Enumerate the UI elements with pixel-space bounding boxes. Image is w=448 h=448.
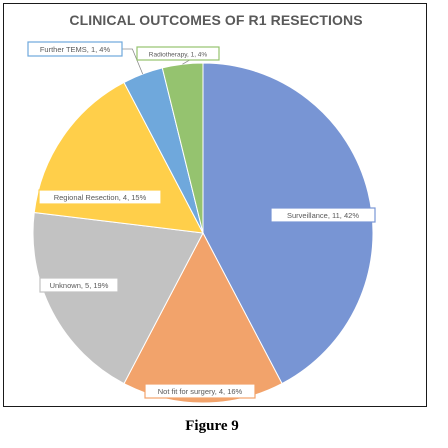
- pie-slice-surveillance: [202, 62, 374, 385]
- pie-chart: Surveillance, 11, 42% Not fit for surgery…: [27, 41, 376, 404]
- slice-label-not-fit-for-surgery: Not fit for surgery, 4, 16%: [158, 387, 243, 396]
- slice-label-box-not-fit-for-surgery: [144, 383, 256, 399]
- slice-label-box-unknown: [39, 277, 119, 293]
- slice-label-box-radiotherapy: [136, 46, 220, 61]
- slice-label-surveillance: Surveillance, 11, 42%: [287, 211, 359, 220]
- slice-label-unknown: Unknown, 5, 19%: [50, 281, 109, 290]
- slice-label-box-surveillance: [270, 207, 376, 223]
- figure-caption: Figure 9: [185, 418, 239, 434]
- slice-label-further-tems: Further TEMS, 1, 4%: [40, 45, 111, 54]
- chart-frame: CLINICAL OUTCOMES OF R1 RESECTIONS Surve…: [3, 3, 427, 407]
- pie-slice-radiotherapy: [161, 62, 204, 234]
- chart-title: CLINICAL OUTCOMES OF R1 RESECTIONS: [69, 12, 363, 28]
- pie-slice-not-fit-for-surgery: [123, 231, 283, 404]
- slice-label-radiotherapy: Radiotherapy, 1, 4%: [149, 52, 208, 59]
- slice-label-box-further-tems: [27, 41, 123, 57]
- slice-label-box-regional-resection: [38, 189, 162, 205]
- pie-slice-unknown: [32, 211, 204, 385]
- slice-labels: Surveillance, 11, 42% Not fit for surgery…: [27, 41, 376, 399]
- slice-label-regional-resection: Regional Resection, 4, 15%: [54, 193, 147, 202]
- pie-slices: [32, 62, 374, 404]
- leader-line-further-tems: [122, 48, 144, 75]
